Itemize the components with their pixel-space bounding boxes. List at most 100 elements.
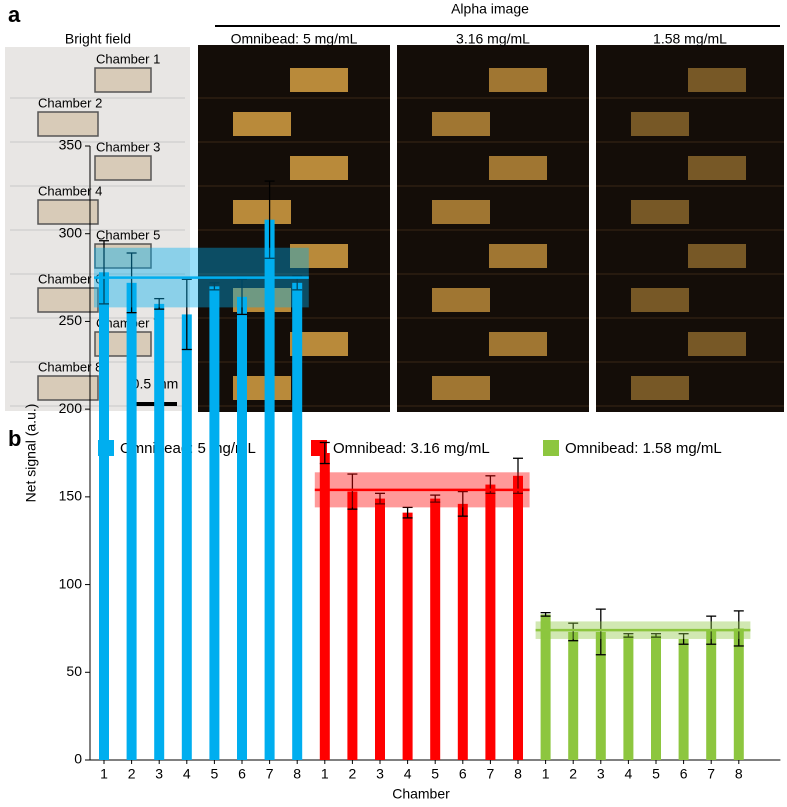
signal-region bbox=[489, 68, 547, 92]
bar bbox=[651, 635, 661, 760]
signal-region bbox=[631, 112, 689, 136]
bar bbox=[237, 296, 247, 760]
bar bbox=[126, 282, 137, 760]
column-title: 3.16 mg/mL bbox=[456, 31, 530, 47]
signal-region bbox=[631, 200, 689, 224]
x-tick-label: 6 bbox=[459, 766, 467, 782]
signal-region bbox=[432, 288, 490, 312]
x-tick-label: 5 bbox=[652, 766, 660, 782]
bar bbox=[733, 628, 744, 760]
chamber-label: Chamber 5 bbox=[96, 227, 160, 242]
y-tick-label: 150 bbox=[59, 488, 83, 504]
image-panels: Chamber 1 Chamber 2 Chamber 3 Chamber 4 Cham… bbox=[10, 31, 784, 412]
bar bbox=[209, 286, 220, 760]
x-tick-label: 4 bbox=[404, 766, 412, 782]
signal-region bbox=[290, 244, 348, 268]
signal-region bbox=[688, 244, 746, 268]
x-tick-label: 4 bbox=[625, 766, 633, 782]
bar bbox=[623, 635, 634, 760]
y-tick-label: 250 bbox=[59, 312, 83, 328]
y-tick-label: 200 bbox=[59, 400, 83, 416]
bar bbox=[595, 631, 606, 760]
x-tick-label: 8 bbox=[735, 766, 743, 782]
chamber-label: Chamber 3 bbox=[96, 139, 160, 154]
y-axis-label: Net signal (a.u.) bbox=[23, 404, 39, 503]
y-tick-label: 100 bbox=[59, 575, 83, 591]
bar bbox=[513, 475, 523, 760]
bar bbox=[99, 272, 109, 760]
x-tick-label: 3 bbox=[597, 766, 605, 782]
bar bbox=[347, 491, 358, 760]
signal-region bbox=[688, 68, 746, 92]
x-axis-label: Chamber bbox=[392, 786, 450, 802]
legend-label: Omnibead: 3.16 mg/mL bbox=[333, 440, 490, 457]
bar bbox=[292, 282, 303, 760]
x-tick-label: 1 bbox=[542, 766, 550, 782]
x-tick-label: 2 bbox=[569, 766, 577, 782]
signal-region bbox=[688, 156, 746, 180]
bar bbox=[154, 303, 165, 760]
x-tick-label: 8 bbox=[514, 766, 522, 782]
chamber-outline bbox=[37, 111, 99, 137]
signal-region bbox=[233, 112, 291, 136]
signal-region bbox=[432, 200, 490, 224]
chamber-label: Chamber 6 bbox=[38, 271, 102, 286]
x-tick-label: 2 bbox=[128, 766, 136, 782]
signal-region bbox=[631, 288, 689, 312]
x-tick-label: 8 bbox=[293, 766, 301, 782]
x-tick-label: 7 bbox=[707, 766, 715, 782]
bar bbox=[430, 498, 441, 760]
chamber-outline bbox=[37, 199, 99, 225]
bar bbox=[264, 219, 275, 760]
signal-region bbox=[489, 332, 547, 356]
chamber-label: Chamber 1 bbox=[96, 51, 160, 66]
alpha-image bbox=[397, 45, 589, 412]
x-tick-label: 2 bbox=[349, 766, 357, 782]
signal-region bbox=[290, 68, 348, 92]
panel-label: b bbox=[8, 426, 21, 451]
x-tick-label: 1 bbox=[321, 766, 329, 782]
alpha-header: Alpha image bbox=[451, 1, 529, 17]
signal-region bbox=[489, 156, 547, 180]
legend-swatch bbox=[543, 440, 559, 456]
x-tick-label: 7 bbox=[266, 766, 274, 782]
chamber-label: Chamber 4 bbox=[38, 183, 102, 198]
bar bbox=[485, 484, 496, 760]
legend-label: Omnibead: 1.58 mg/mL bbox=[565, 440, 722, 457]
bar bbox=[678, 638, 689, 760]
signal-region bbox=[290, 156, 348, 180]
x-tick-label: 6 bbox=[680, 766, 688, 782]
bar bbox=[375, 498, 385, 760]
panel-label: a bbox=[8, 2, 21, 27]
bar bbox=[706, 630, 717, 760]
signal-region bbox=[688, 332, 746, 356]
signal-region bbox=[489, 244, 547, 268]
bar bbox=[568, 631, 579, 760]
x-tick-label: 5 bbox=[431, 766, 439, 782]
x-tick-label: 5 bbox=[211, 766, 219, 782]
x-tick-label: 1 bbox=[100, 766, 108, 782]
legend-swatch bbox=[311, 440, 327, 456]
chamber-outline bbox=[37, 375, 99, 401]
chamber-outline bbox=[94, 155, 152, 181]
column-title: Omnibead: 5 mg/mL bbox=[231, 31, 358, 47]
chamber-label: Chamber 8 bbox=[38, 359, 102, 374]
signal-region bbox=[631, 376, 689, 400]
chamber-label: Chamber 2 bbox=[38, 95, 102, 110]
x-tick-label: 6 bbox=[238, 766, 246, 782]
signal-region bbox=[233, 200, 291, 224]
bar bbox=[402, 512, 413, 760]
bar bbox=[457, 503, 468, 760]
y-tick-label: 50 bbox=[66, 663, 82, 679]
x-tick-label: 7 bbox=[487, 766, 495, 782]
bar bbox=[319, 453, 330, 760]
chamber-outline bbox=[94, 67, 152, 93]
x-tick-label: 3 bbox=[155, 766, 163, 782]
signal-region bbox=[432, 376, 490, 400]
column-title: 1.58 mg/mL bbox=[653, 31, 727, 47]
bar bbox=[540, 614, 551, 760]
x-tick-label: 4 bbox=[183, 766, 191, 782]
signal-region bbox=[432, 112, 490, 136]
chamber-outline bbox=[37, 287, 99, 313]
